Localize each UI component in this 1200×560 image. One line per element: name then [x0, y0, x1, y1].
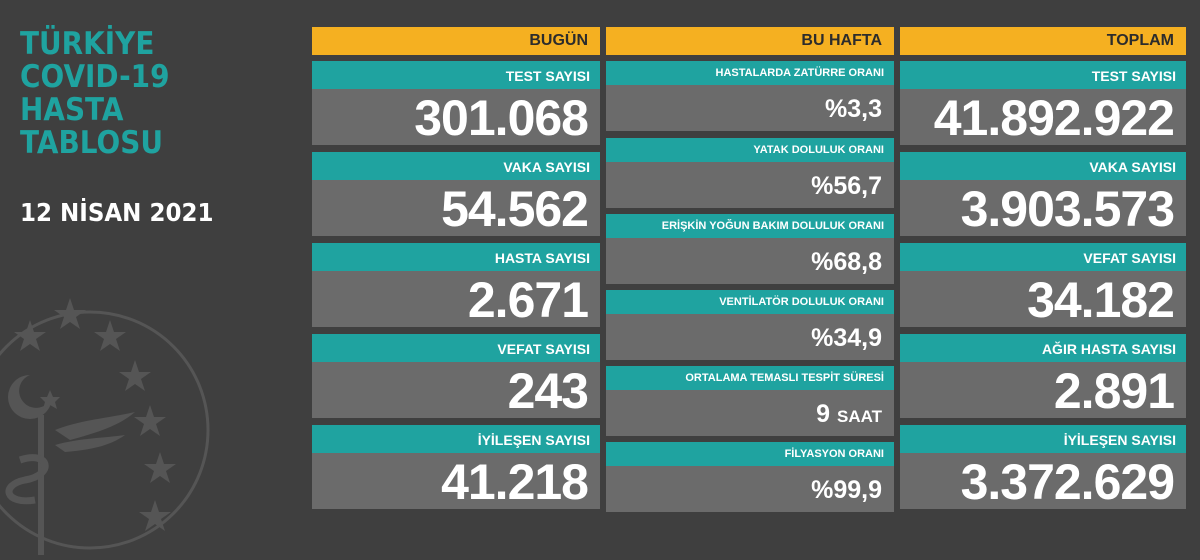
card-value: %99,9	[606, 466, 894, 512]
week-filiation-card: FİLYASYON ORANI %99,9	[606, 442, 894, 512]
card-value: %68,8	[606, 238, 894, 284]
week-pneumonia-card: HASTALARDA ZATÜRRE ORANI %3,3	[606, 61, 894, 131]
card-value: 3.903.573	[900, 180, 1186, 237]
card-value: %34,9	[606, 314, 894, 360]
total-case-card: VAKA SAYISI 3.903.573	[900, 152, 1186, 237]
card-label: İYİLEŞEN SAYISI	[312, 425, 600, 453]
card-value: 9 SAAT	[606, 390, 894, 436]
week-icu-card: ERİŞKİN YOĞUN BAKIM DOLULUK ORANI %68,8	[606, 214, 894, 284]
card-label: VAKA SAYISI	[312, 152, 600, 180]
total-test-card: TEST SAYISI 41.892.922	[900, 61, 1186, 146]
card-label: VEFAT SAYISI	[312, 334, 600, 362]
card-value: 301.068	[312, 89, 600, 146]
card-label: AĞIR HASTA SAYISI	[900, 334, 1186, 362]
card-label: TEST SAYISI	[312, 61, 600, 89]
card-value: 41.892.922	[900, 89, 1186, 146]
card-label: VEFAT SAYISI	[900, 243, 1186, 271]
ministry-emblem-logo	[0, 298, 210, 555]
card-label: TEST SAYISI	[900, 61, 1186, 89]
card-label: ERİŞKİN YOĞUN BAKIM DOLULUK ORANI	[606, 214, 894, 238]
card-value: 3.372.629	[900, 453, 1186, 510]
today-death-card: VEFAT SAYISI 243	[312, 334, 600, 419]
today-recovered-card: İYİLEŞEN SAYISI 41.218	[312, 425, 600, 510]
card-label: FİLYASYON ORANI	[606, 442, 894, 466]
card-label: HASTA SAYISI	[312, 243, 600, 271]
card-label: VENTİLATÖR DOLULUK ORANI	[606, 290, 894, 314]
title-line-1: TÜRKİYE	[20, 26, 155, 62]
total-header: TOPLAM	[900, 27, 1186, 55]
card-label: İYİLEŞEN SAYISI	[900, 425, 1186, 453]
total-recovered-card: İYİLEŞEN SAYISI 3.372.629	[900, 425, 1186, 510]
title-line-4: TABLOSU	[20, 125, 163, 161]
title-line-3: HASTA	[20, 92, 124, 128]
page-title: TÜRKİYE COVID-19 HASTA TABLOSU	[20, 28, 186, 160]
card-value: %3,3	[606, 85, 894, 131]
card-value: 41.218	[312, 453, 600, 510]
card-value: 243	[312, 362, 600, 419]
card-label: YATAK DOLULUK ORANI	[606, 138, 894, 162]
card-value-unit: SAAT	[836, 407, 882, 426]
card-label: HASTALARDA ZATÜRRE ORANI	[606, 61, 894, 85]
report-date: 12 NİSAN 2021	[20, 198, 214, 227]
today-case-card: VAKA SAYISI 54.562	[312, 152, 600, 237]
week-contact-time-card: ORTALAMA TEMASLI TESPİT SÜRESİ 9 SAAT	[606, 366, 894, 436]
card-label: ORTALAMA TEMASLI TESPİT SÜRESİ	[606, 366, 894, 390]
card-value: 54.562	[312, 180, 600, 237]
card-value: 34.182	[900, 271, 1186, 328]
today-header: BUGÜN	[312, 27, 600, 55]
week-bed-card: YATAK DOLULUK ORANI %56,7	[606, 138, 894, 208]
week-ventilator-card: VENTİLATÖR DOLULUK ORANI %34,9	[606, 290, 894, 360]
today-test-card: TEST SAYISI 301.068	[312, 61, 600, 146]
week-header: BU HAFTA	[606, 27, 894, 55]
card-value: 2.891	[900, 362, 1186, 419]
title-line-2: COVID-19	[20, 59, 170, 95]
total-severe-card: AĞIR HASTA SAYISI 2.891	[900, 334, 1186, 419]
card-value-number: 9	[816, 400, 831, 428]
card-value: %56,7	[606, 162, 894, 208]
card-label: VAKA SAYISI	[900, 152, 1186, 180]
card-value: 2.671	[312, 271, 600, 328]
total-death-card: VEFAT SAYISI 34.182	[900, 243, 1186, 328]
today-patient-card: HASTA SAYISI 2.671	[312, 243, 600, 328]
